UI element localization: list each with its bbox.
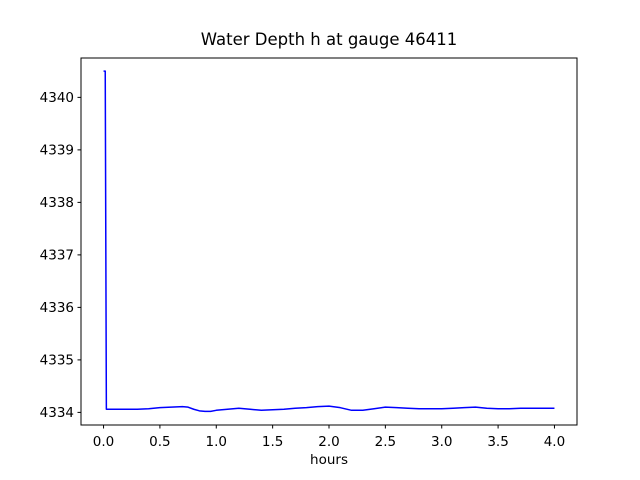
y-tick-label: 4337	[40, 247, 74, 263]
x-tick-label: 2.0	[318, 434, 339, 450]
y-tick-label: 4335	[40, 352, 74, 368]
chart-title: Water Depth h at gauge 46411	[201, 30, 457, 49]
x-tick-label: 2.5	[375, 434, 396, 450]
y-axis-ticks: 4334 4335 4336 4337 4338 4339 4340	[40, 90, 81, 421]
x-tick-label: 0.0	[93, 434, 114, 450]
x-tick-label: 3.0	[431, 434, 452, 450]
x-tick-label: 1.5	[262, 434, 283, 450]
x-axis-ticks: 0.0 0.5 1.0 1.5 2.0 2.5 3.0 3.5 4.0	[93, 425, 565, 450]
x-tick-label: 0.5	[149, 434, 170, 450]
x-tick-label: 4.0	[544, 434, 565, 450]
y-tick-label: 4336	[40, 300, 74, 316]
water-depth-line	[103, 70, 555, 413]
y-tick-label: 4339	[40, 142, 74, 158]
x-tick-label: 1.0	[206, 434, 227, 450]
y-tick-label: 4334	[40, 405, 74, 421]
axes-frame	[80, 57, 578, 426]
y-tick-label: 4340	[40, 90, 74, 106]
x-tick-label: 3.5	[487, 434, 508, 450]
y-tick-label: 4338	[40, 195, 74, 211]
x-axis-label: hours	[310, 452, 348, 468]
